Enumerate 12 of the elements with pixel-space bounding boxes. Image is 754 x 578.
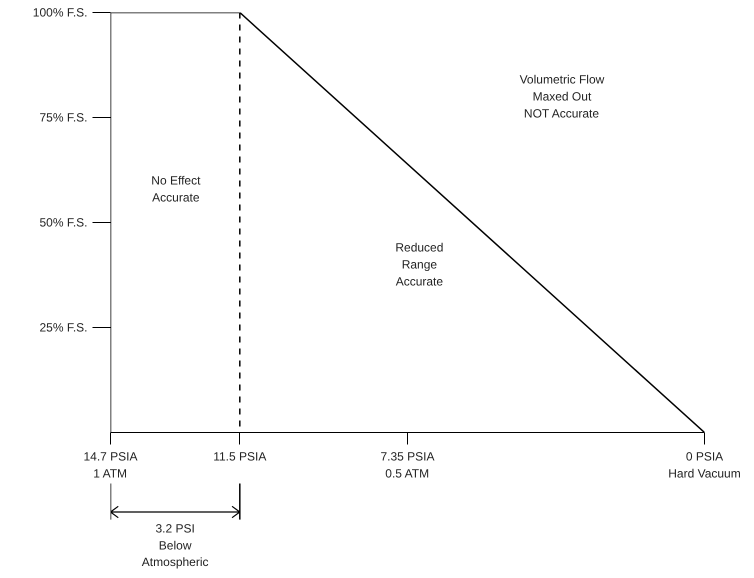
- x-tick-label: 0 PSIA Hard Vacuum: [668, 450, 741, 480]
- y-tick-label: 25% F.S.: [39, 320, 88, 334]
- y-tick-label: 50% F.S.: [39, 216, 88, 230]
- annotation: Reduced Range Accurate: [395, 240, 444, 288]
- text: 3.2 PSI Below Atmospheric: [142, 522, 209, 570]
- y-tick-label: 75% F.S.: [39, 110, 88, 124]
- x-tick-label: 11.5 PSIA: [213, 450, 266, 464]
- annotation: No Effect Accurate: [151, 174, 202, 204]
- y-tick-label: 100% F.S.: [32, 6, 88, 20]
- x-tick-label: 7.35 PSIA 0.5 ATM: [380, 450, 435, 480]
- x-tick-label: 14.7 PSIA 1 ATM: [83, 450, 138, 480]
- annotation: Volumetric Flow Maxed Out NOT Accurate: [520, 72, 605, 120]
